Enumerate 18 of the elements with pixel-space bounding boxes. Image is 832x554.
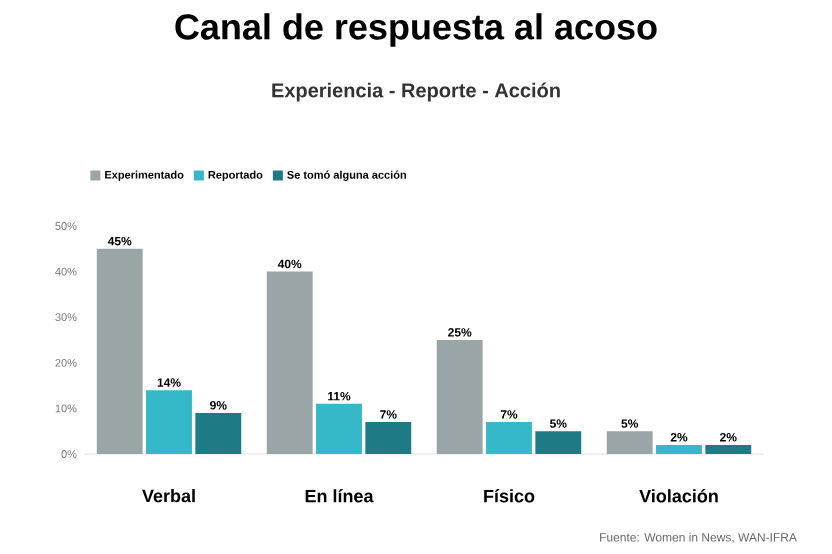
bar [436, 340, 483, 454]
chart-title: Canal de respuesta al acoso [175, 13, 657, 47]
bar [535, 431, 582, 454]
bar [146, 390, 192, 454]
x-tick-label: En línea [305, 489, 374, 503]
bar [365, 422, 412, 454]
x-tick-label: Verbal [142, 489, 195, 503]
bar [486, 422, 532, 454]
x-tick-label: Violación [639, 489, 718, 503]
bar [266, 271, 313, 454]
bar [195, 412, 242, 454]
bar [316, 403, 362, 454]
bar [96, 248, 143, 454]
x-tick-label: Físico [484, 489, 535, 503]
bar [705, 444, 752, 454]
bar [656, 444, 702, 454]
chart-subtitle: Experiencia - Reporte - Acción [272, 82, 560, 102]
bar [606, 431, 653, 454]
